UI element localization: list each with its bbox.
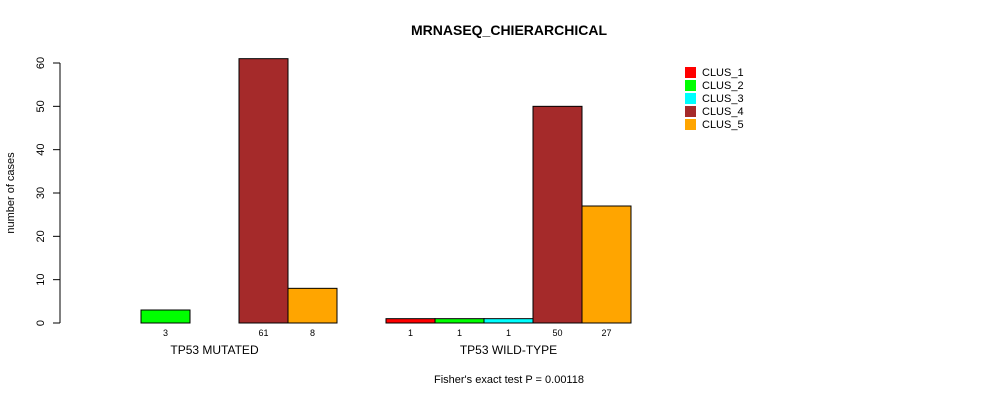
legend-label-clus-5: CLUS_5: [702, 119, 744, 131]
y-tick-label-10: 10: [35, 274, 47, 286]
legend-swatch-clus-3: [685, 93, 696, 104]
legend-label-clus-4: CLUS_4: [702, 106, 744, 118]
data-label: 3: [163, 328, 168, 338]
y-tick-label-30: 30: [35, 187, 47, 199]
legend-label-clus-2: CLUS_2: [702, 80, 744, 92]
data-label: 27: [601, 328, 611, 338]
bar-tp53-wild-type-clus-5: [581, 205, 632, 324]
data-label: 61: [258, 328, 268, 338]
bar-tp53-mutated-clus-4: [238, 58, 289, 324]
y-tick-label-50: 50: [35, 100, 47, 112]
data-label: 8: [310, 328, 315, 338]
bar-tp53-wild-type-clus-1: [385, 318, 436, 324]
data-label: 1: [457, 328, 462, 338]
bar-tp53-wild-type-clus-3: [483, 318, 534, 324]
chart-title: MRNASEQ_CHIERARCHICAL: [411, 22, 607, 38]
y-axis-ticks: 0 10 20 30 40 50 60: [35, 57, 60, 326]
group-labels: TP53 MUTATED TP53 WILD-TYPE: [170, 343, 557, 357]
fisher-test-note: Fisher's exact test P = 0.00118: [434, 374, 584, 386]
y-axis-label: number of cases: [5, 152, 17, 234]
category-label: TP53 WILD-TYPE: [460, 343, 557, 357]
legend-swatch-clus-1: [685, 67, 696, 78]
y-tick-label-60: 60: [35, 57, 47, 69]
y-tick-label-0: 0: [35, 320, 47, 326]
category-label: TP53 MUTATED: [170, 343, 259, 357]
data-labels: 3 61 8 1 1 1 50 27: [163, 328, 612, 338]
legend-label-clus-1: CLUS_1: [702, 67, 744, 79]
y-tick-label-20: 20: [35, 230, 47, 242]
legend-label-clus-3: CLUS_3: [702, 93, 744, 105]
legend-swatch-clus-4: [685, 106, 696, 117]
data-label: 50: [552, 328, 562, 338]
y-tick-label-40: 40: [35, 144, 47, 156]
bar-tp53-wild-type-clus-2: [434, 318, 485, 324]
data-label: 1: [408, 328, 413, 338]
data-label: 1: [506, 328, 511, 338]
bar-tp53-mutated-clus-5: [287, 287, 338, 324]
bar-tp53-wild-type-clus-4: [532, 105, 583, 324]
legend-swatch-clus-5: [685, 119, 696, 130]
bars: [140, 58, 632, 324]
bar-tp53-mutated-clus-2: [140, 309, 191, 324]
legend-swatch-clus-2: [685, 80, 696, 91]
